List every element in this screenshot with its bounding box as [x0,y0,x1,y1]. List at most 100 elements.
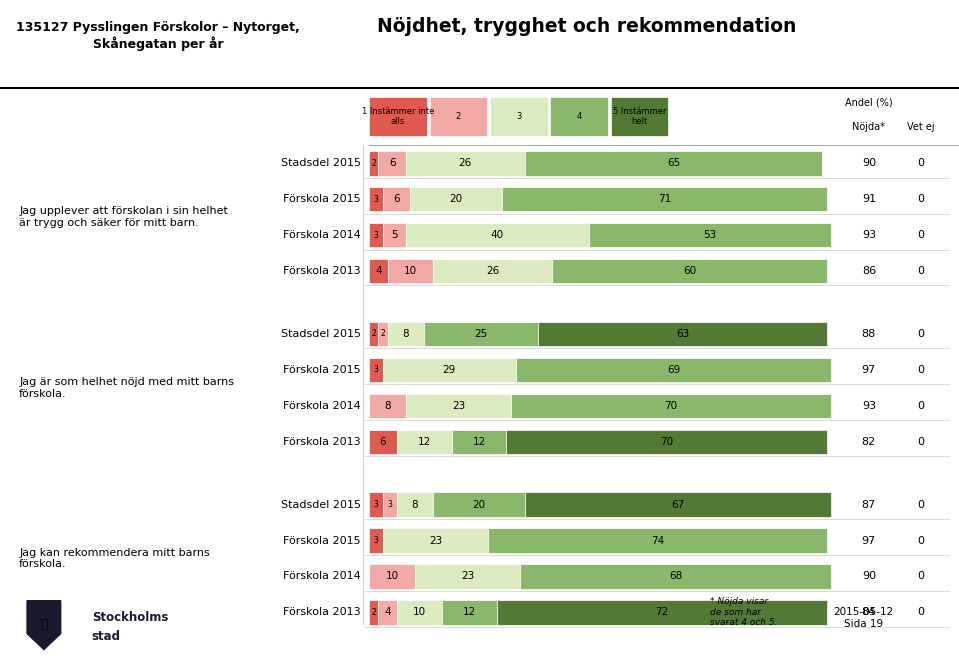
Bar [433,492,525,517]
Text: 53: 53 [703,230,716,240]
Bar [383,187,410,211]
Text: 2: 2 [371,159,376,168]
Text: Vet ej: Vet ej [907,123,934,132]
Bar [397,600,442,624]
Text: 26: 26 [486,266,500,276]
Text: 84: 84 [862,608,876,618]
Text: 10: 10 [404,266,417,276]
Text: 86: 86 [862,266,876,276]
Bar [406,223,589,247]
Text: 0: 0 [917,230,924,240]
Text: Förskola 2013: Förskola 2013 [283,437,361,447]
Text: 23: 23 [429,536,442,546]
Bar [424,321,538,346]
Text: 91: 91 [862,194,876,204]
Text: 0: 0 [917,572,924,582]
Text: 5: 5 [391,230,398,240]
Text: Jag upplever att förskolan i sin helhet
är trygg och säker för mitt barn.: Jag upplever att förskolan i sin helhet … [19,207,228,228]
Text: 1 Instämmer inte
alls: 1 Instämmer inte alls [362,107,434,127]
Text: 3: 3 [516,112,522,121]
Text: 97: 97 [862,536,876,546]
Text: 26: 26 [458,158,472,168]
Text: 90: 90 [862,572,876,582]
Text: 88: 88 [862,329,876,339]
Text: 5 Instämmer
helt: 5 Instämmer helt [613,107,667,127]
Bar [379,321,387,346]
Text: 4: 4 [576,112,582,121]
Text: 69: 69 [667,365,680,375]
Text: 0: 0 [917,536,924,546]
Bar [511,394,831,418]
Text: 4: 4 [375,266,382,276]
Bar [433,259,552,283]
Bar [369,151,379,175]
Text: Förskola 2015: Förskola 2015 [283,365,361,375]
Text: 8: 8 [403,329,409,339]
Bar [525,151,822,175]
Bar [525,492,831,517]
Text: 67: 67 [671,500,685,510]
Text: 71: 71 [658,194,671,204]
Bar [410,187,502,211]
Text: 20: 20 [450,194,462,204]
Text: 3: 3 [374,536,379,545]
Bar [502,187,827,211]
Text: Nöjdhet, trygghet och rekommendation: Nöjdhet, trygghet och rekommendation [377,17,797,35]
Bar [379,151,406,175]
Bar [406,151,525,175]
Bar [383,528,488,553]
Text: 135127 Pysslingen Förskolor – Nytorget,
Skånegatan per år: 135127 Pysslingen Förskolor – Nytorget, … [16,21,300,51]
Text: 8: 8 [411,500,418,510]
Bar [387,321,424,346]
Text: 0: 0 [917,194,924,204]
Bar [415,564,520,589]
Text: 👑: 👑 [40,618,48,630]
Bar [369,223,383,247]
Text: Förskola 2015: Förskola 2015 [283,194,361,204]
Text: 68: 68 [669,572,682,582]
Text: Förskola 2013: Förskola 2013 [283,608,361,618]
Text: 0: 0 [917,266,924,276]
Text: 6: 6 [380,437,386,447]
Bar [369,600,379,624]
Bar [516,358,831,382]
Bar [406,394,511,418]
Bar [383,492,397,517]
Text: stad: stad [92,630,121,643]
Bar [369,564,415,589]
Bar [369,492,383,517]
Text: 12: 12 [463,608,477,618]
Text: 6: 6 [388,158,395,168]
Text: 10: 10 [386,572,399,582]
Text: 2: 2 [371,608,376,617]
Text: 10: 10 [413,608,426,618]
Bar [442,600,498,624]
Text: 65: 65 [667,158,680,168]
Bar [550,97,608,136]
Text: 29: 29 [443,365,456,375]
Text: 20: 20 [473,500,485,510]
Bar [397,492,433,517]
Text: Förskola 2014: Förskola 2014 [283,230,361,240]
Text: 0: 0 [917,401,924,411]
Text: Sida 19: Sida 19 [844,619,882,629]
Bar [488,528,827,553]
Bar [369,528,383,553]
Text: 23: 23 [461,572,474,582]
Text: 2: 2 [381,329,386,338]
Bar [369,358,383,382]
Bar [490,97,548,136]
Bar [369,97,427,136]
Text: 2: 2 [371,329,376,338]
Text: 82: 82 [862,437,876,447]
Bar [369,259,387,283]
Text: 3: 3 [374,195,379,204]
Text: 74: 74 [651,536,664,546]
Text: 2015-05-12: 2015-05-12 [833,607,893,617]
Text: 25: 25 [475,329,488,339]
Text: Förskola 2015: Förskola 2015 [283,536,361,546]
Text: 70: 70 [665,401,678,411]
Bar [520,564,831,589]
Text: Nöjda*: Nöjda* [853,123,885,132]
Text: 0: 0 [917,329,924,339]
